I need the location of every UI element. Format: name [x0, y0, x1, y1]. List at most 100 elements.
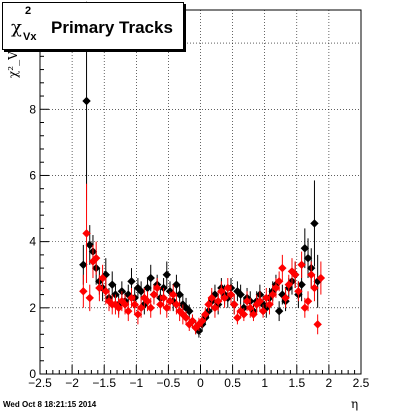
data-point-red: [136, 303, 146, 313]
data-point-red: [152, 283, 162, 293]
data-point-red: [265, 300, 274, 309]
data-point-red: [191, 323, 200, 332]
data-point-red: [230, 300, 239, 309]
data-point-black: [310, 219, 319, 228]
x-tick-label: 0: [197, 376, 204, 390]
x-axis-label: η: [351, 397, 359, 411]
data-point-black: [297, 280, 306, 289]
y-tick-label: 8: [29, 102, 36, 116]
data-point-red: [95, 283, 104, 293]
data-point-red: [82, 229, 91, 238]
x-tick-label: −1: [129, 376, 143, 390]
data-point-red: [213, 297, 223, 306]
data-point-red: [239, 310, 249, 319]
data-point-red: [162, 303, 171, 313]
y-tick-label: 6: [29, 168, 36, 182]
data-series: [79, 1, 326, 338]
data-point-black: [162, 270, 171, 279]
data-point-black: [175, 290, 184, 299]
data-point-black: [108, 280, 117, 289]
data-point-black: [117, 287, 127, 296]
data-point-black: [236, 290, 245, 299]
x-tick-label: 1.5: [288, 376, 305, 390]
data-point-red: [165, 297, 175, 306]
data-point-red: [120, 300, 130, 309]
data-point-black: [82, 96, 91, 106]
data-point-black: [136, 287, 146, 296]
data-point-black: [185, 306, 194, 316]
data-point-red: [220, 293, 229, 303]
data-point-red: [303, 297, 313, 306]
data-point-red: [146, 303, 155, 313]
data-point-red: [156, 300, 165, 309]
data-point-black: [143, 283, 152, 293]
title-box: χ 2 Vx Primary Tracks: [2, 2, 184, 50]
data-point-red: [98, 273, 107, 283]
data-point-red: [79, 287, 88, 296]
data-point-red: [223, 283, 232, 293]
x-tick-label: 0.5: [224, 376, 241, 390]
data-point-black: [300, 244, 310, 253]
data-point-red: [124, 306, 133, 316]
data-point-red: [233, 313, 242, 322]
data-point-black: [172, 280, 181, 289]
data-point-red: [101, 287, 111, 296]
x-tick-label: −0.5: [157, 376, 181, 390]
data-point-red: [262, 293, 271, 303]
x-tick-label: 1: [261, 376, 268, 390]
title-subscript: Vx: [23, 31, 37, 43]
data-point-red: [172, 300, 181, 309]
data-point-red: [316, 273, 326, 283]
data-point-red: [281, 293, 290, 303]
data-point-red: [307, 270, 316, 279]
data-point-black: [79, 260, 88, 269]
y-axis-label: χ²_Vx: [6, 44, 20, 78]
data-point-red: [246, 303, 255, 313]
data-point-red: [313, 320, 322, 329]
data-point-red: [294, 287, 303, 296]
data-point-red: [210, 303, 220, 313]
data-point-red: [159, 293, 168, 303]
data-point-red: [258, 306, 268, 316]
x-tick-label: −1.5: [92, 376, 116, 390]
data-point-red: [242, 297, 252, 306]
data-point-red: [226, 290, 236, 299]
title-symbol: χ: [11, 17, 22, 38]
data-point-black: [127, 277, 136, 286]
data-point-black: [303, 253, 313, 263]
data-point-red: [85, 293, 94, 303]
data-point-black: [146, 273, 155, 283]
data-point-red: [290, 270, 300, 279]
y-tick-label: 0: [29, 367, 36, 381]
data-point-red: [143, 297, 152, 306]
data-point-red: [201, 310, 210, 319]
data-point-red: [300, 303, 310, 313]
data-point-red: [130, 300, 139, 309]
data-point-red: [204, 300, 213, 309]
axes: −2.5−2−1.5−1−0.500.511.522.50246810: [23, 9, 370, 390]
data-point-red: [278, 263, 287, 273]
data-point-red: [197, 316, 207, 326]
y-tick-label: 2: [29, 301, 36, 315]
data-point-red: [149, 290, 159, 299]
data-point-red: [91, 253, 101, 263]
x-tick-label: −2.5: [28, 376, 52, 390]
data-point-black: [133, 283, 143, 293]
y-tick-label: 4: [29, 235, 36, 249]
data-point-red: [268, 290, 277, 299]
data-point-red: [207, 293, 216, 303]
data-point-red: [284, 280, 293, 289]
data-point-black: [85, 240, 94, 250]
data-point-red: [271, 283, 281, 293]
data-point-red: [297, 260, 306, 269]
title-superscript: 2: [25, 5, 32, 17]
title-text: Primary Tracks: [51, 18, 173, 37]
x-tick-label: 2: [326, 376, 333, 390]
footer-timestamp: Wed Oct 8 18:21:15 2014: [3, 400, 97, 409]
data-point-red: [236, 306, 245, 316]
data-point-red: [169, 290, 178, 299]
data-point-red: [217, 287, 226, 296]
data-point-black: [274, 306, 284, 316]
data-point-red: [255, 297, 265, 306]
